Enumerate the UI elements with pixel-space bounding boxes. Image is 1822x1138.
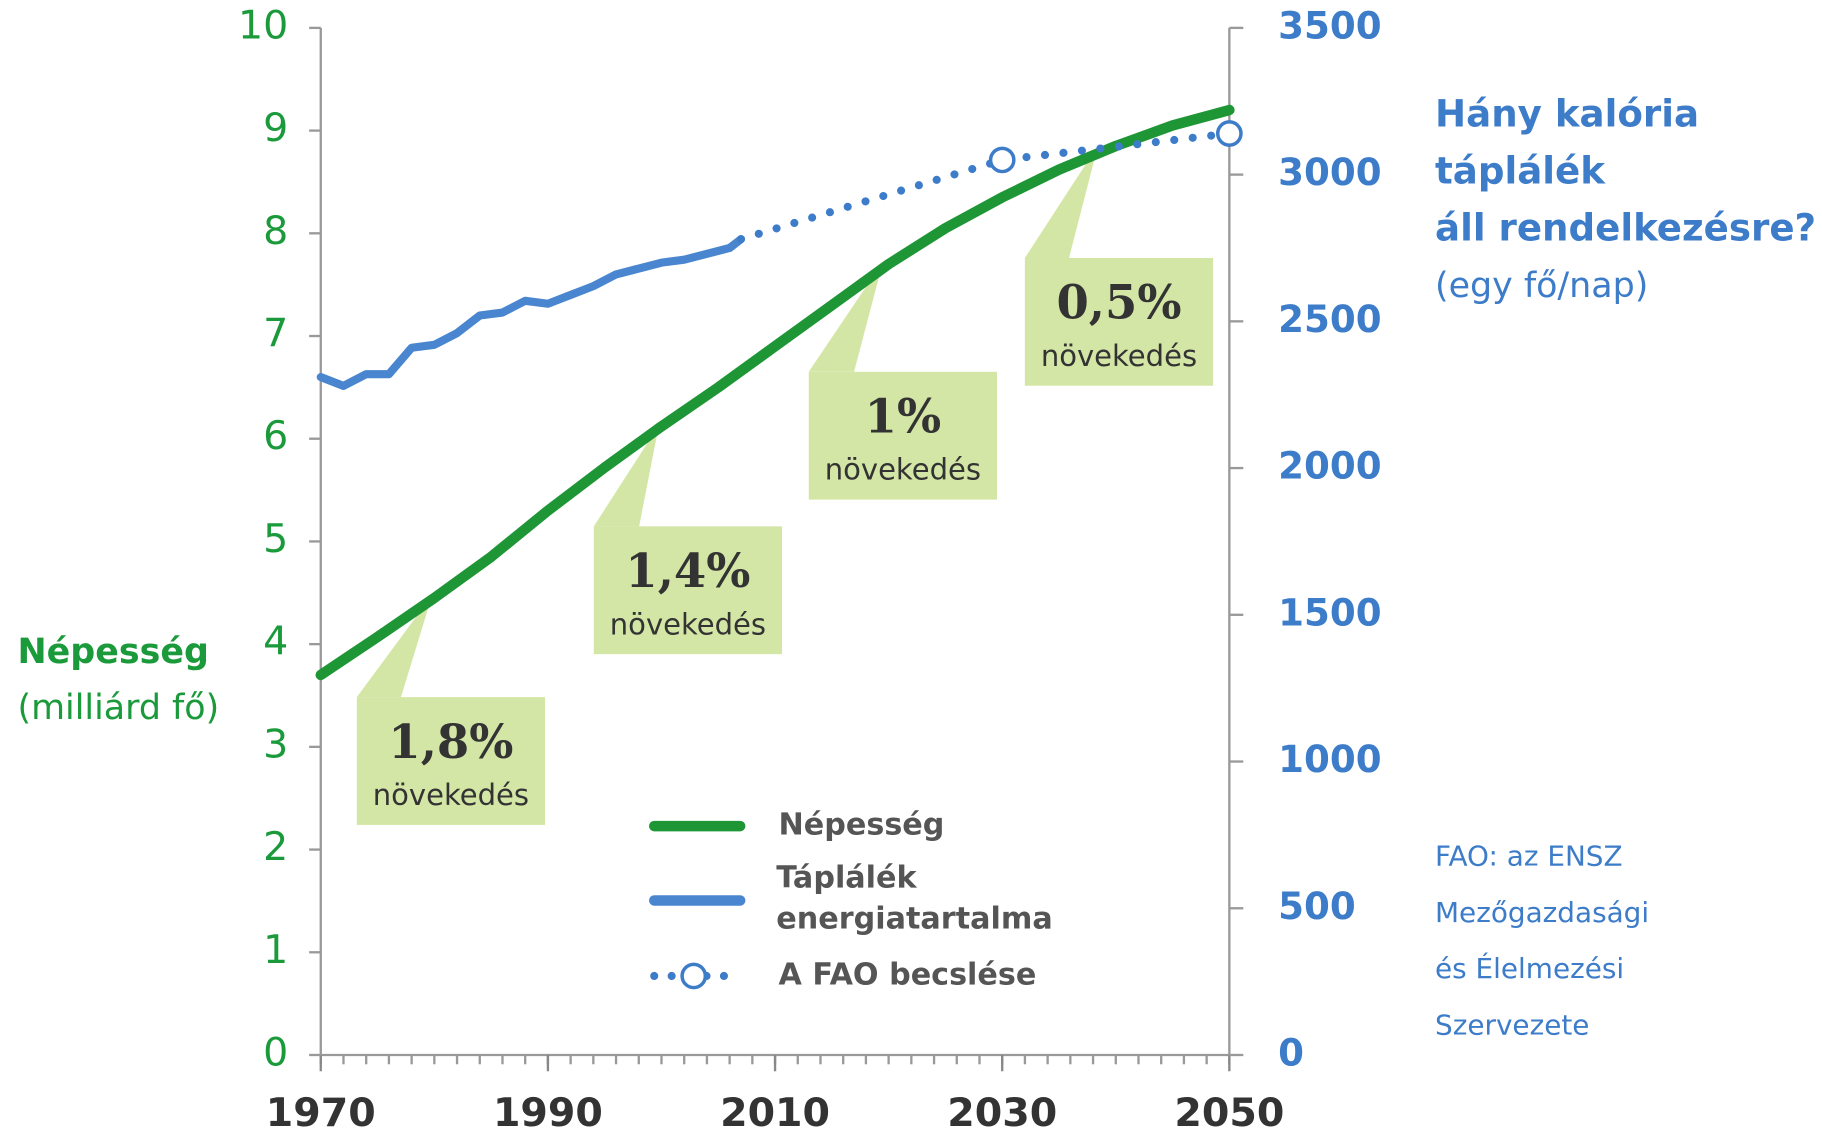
x-tick-label: 1990: [493, 1090, 603, 1134]
callout-label: növekedés: [825, 453, 981, 487]
y2-axis-title: Hány kalória: [1435, 92, 1699, 136]
x-tick-label: 2010: [720, 1090, 830, 1134]
legend-entry: Táplálék energiatartalma: [776, 860, 1053, 937]
estimate-marker: [1215, 120, 1243, 147]
x-tick-label: 2030: [947, 1090, 1057, 1134]
callout-pointer: [1024, 145, 1099, 258]
legend-marker: [680, 962, 708, 990]
callout-box: [808, 371, 997, 500]
callout-label: növekedés: [373, 778, 529, 812]
callout-pointer: [808, 261, 884, 372]
legend-label: A FAO becslése: [779, 957, 1037, 992]
y-axis-title: Népesség: [18, 632, 209, 672]
callout-value: 0,5%: [1056, 275, 1181, 330]
y2-tick-label: 500: [1278, 884, 1356, 928]
note: FAO: az ENSZ: [1435, 839, 1623, 872]
series-line: [316, 235, 746, 390]
y-tick-label: 5: [263, 516, 288, 562]
y-tick-label: 10: [238, 2, 288, 48]
y-tick-label: 8: [263, 208, 288, 254]
note: és Élelmezési: [1435, 951, 1624, 985]
legend-label: Népesség: [779, 808, 945, 843]
y-tick-label: 3: [263, 721, 288, 767]
callout-box: [356, 697, 546, 825]
callout-label: növekedés: [610, 607, 766, 641]
y2-axis-title: (egy fő/nap): [1435, 266, 1648, 306]
estimate-marker: [988, 146, 1016, 174]
callout-box: [593, 526, 783, 655]
legend-label: Táplálék energiatartalma: [776, 860, 1053, 937]
y-tick-label: 4: [263, 619, 288, 665]
note: Szervezete: [1435, 1009, 1589, 1042]
x-tick-label: 2050: [1174, 1090, 1284, 1134]
y-axis-title: (milliárd fő): [18, 688, 220, 728]
x-tick-label: 1970: [266, 1090, 376, 1134]
callout-label: növekedés: [1041, 339, 1197, 373]
y2-tick-label: 1000: [1278, 737, 1381, 781]
callout-value: 1,4%: [625, 543, 750, 598]
note: Mezőgazdasági: [1435, 896, 1649, 929]
y2-axis-title: táplálék: [1435, 149, 1606, 193]
callout-value: 1%: [865, 389, 942, 444]
series-line: [736, 129, 1234, 244]
callout-box: [1024, 257, 1214, 386]
callout-pointer: [593, 425, 659, 527]
y2-tick-label: 3500: [1278, 3, 1381, 47]
y2-axis-title: áll rendelkezésre?: [1435, 206, 1816, 250]
series-line: [315, 104, 1235, 681]
y-tick-label: 6: [263, 413, 288, 459]
y2-tick-label: 2000: [1278, 444, 1381, 488]
y-tick-label: 0: [263, 1029, 288, 1075]
y-tick-label: 2: [263, 824, 288, 870]
y-tick-label: 1: [263, 927, 288, 973]
y-tick-label: 9: [263, 105, 288, 151]
callout-value: 1,8%: [388, 714, 513, 769]
y2-tick-label: 1500: [1278, 590, 1381, 634]
y2-tick-label: 3000: [1278, 150, 1381, 194]
callout-pointer: [356, 594, 433, 698]
y-tick-label: 7: [263, 311, 288, 357]
y2-tick-label: 2500: [1278, 297, 1381, 341]
y2-tick-label: 0: [1278, 1030, 1304, 1074]
